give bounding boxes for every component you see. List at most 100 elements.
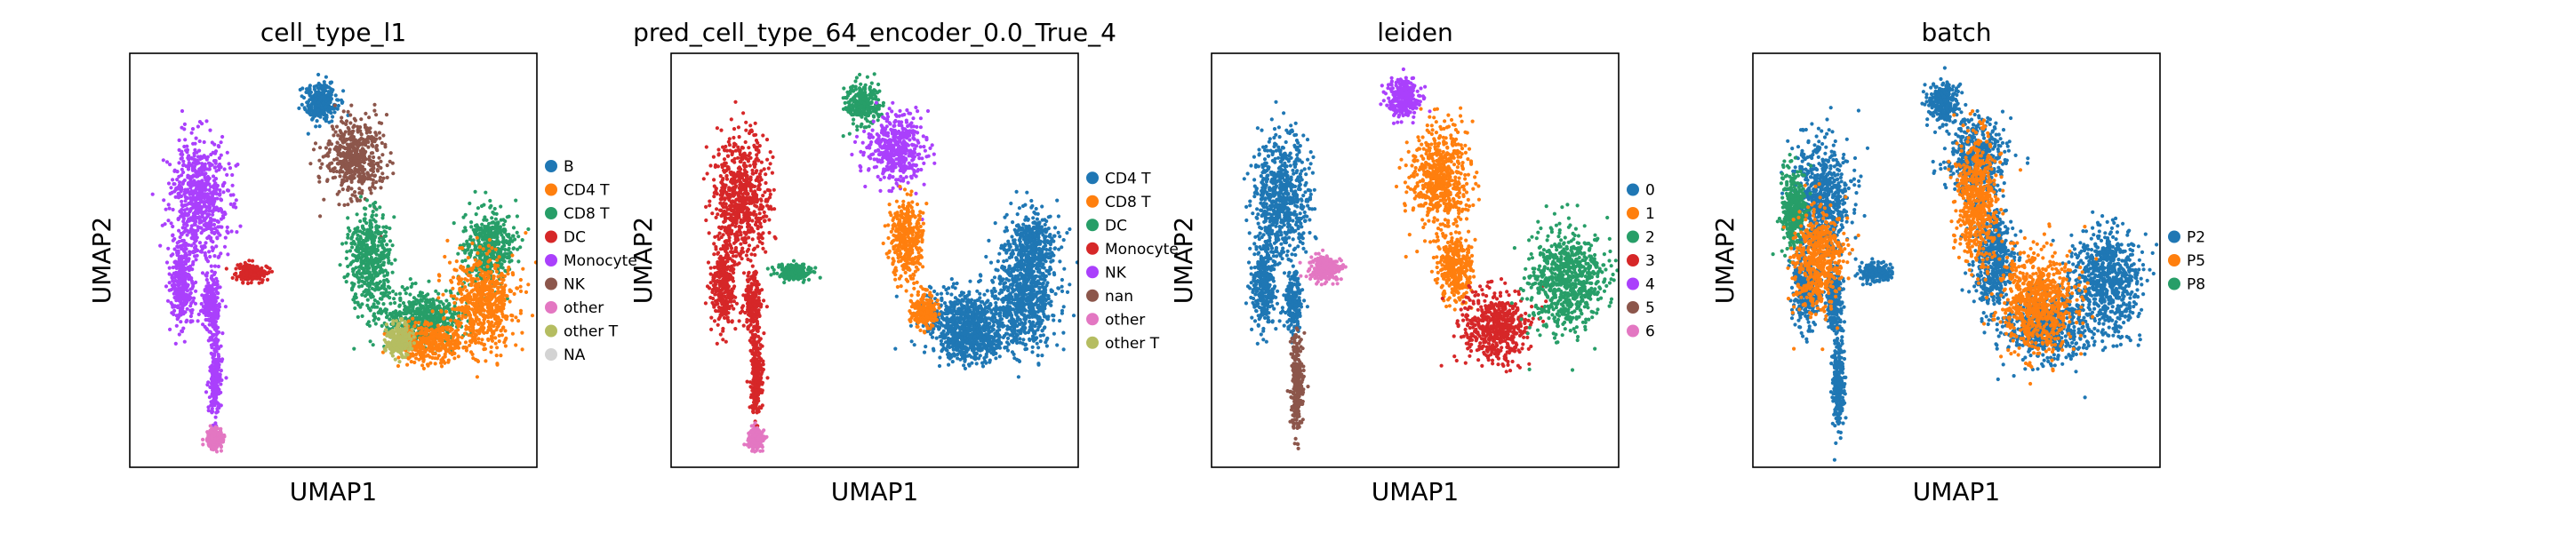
point: [372, 102, 377, 107]
point: [352, 148, 356, 153]
point: [248, 272, 253, 276]
point: [204, 277, 209, 282]
point: [353, 138, 357, 142]
point: [449, 294, 453, 298]
point: [203, 192, 207, 196]
point: [371, 144, 375, 148]
point: [219, 217, 224, 221]
point: [268, 266, 272, 271]
point: [341, 109, 346, 114]
point: [204, 178, 208, 182]
point: [453, 318, 458, 323]
point: [192, 202, 196, 206]
point: [165, 298, 171, 303]
point: [497, 255, 501, 259]
point: [181, 264, 186, 268]
point: [219, 403, 223, 408]
point: [167, 266, 172, 270]
point: [203, 253, 207, 258]
point: [215, 236, 220, 241]
point: [366, 265, 371, 269]
point: [238, 224, 243, 228]
point: [353, 194, 357, 198]
point: [444, 289, 448, 293]
point: [425, 362, 430, 367]
point: [419, 298, 423, 302]
point: [340, 242, 345, 246]
point: [438, 326, 443, 330]
point: [512, 291, 516, 296]
point: [393, 300, 397, 306]
point: [174, 323, 179, 328]
point: [492, 263, 497, 267]
point: [207, 299, 212, 304]
point: [439, 299, 444, 304]
point: [496, 274, 500, 279]
point: [205, 436, 210, 441]
point: [428, 308, 432, 313]
point: [210, 380, 214, 386]
point: [225, 225, 229, 229]
point: [317, 124, 322, 129]
point: [321, 90, 325, 95]
point: [348, 151, 353, 155]
point: [378, 179, 382, 183]
point: [175, 195, 180, 199]
point: [503, 344, 508, 348]
point: [199, 301, 204, 306]
point: [201, 322, 205, 327]
point: [171, 252, 175, 257]
point: [338, 263, 342, 267]
point: [380, 140, 384, 146]
point: [309, 106, 314, 110]
point: [358, 174, 363, 179]
point: [347, 155, 352, 160]
point: [376, 301, 380, 306]
point: [232, 202, 236, 206]
point: [200, 166, 204, 171]
point: [368, 130, 372, 134]
point: [172, 168, 177, 172]
point: [196, 319, 200, 323]
point: [166, 181, 172, 186]
point: [192, 241, 196, 245]
point: [418, 336, 422, 340]
point: [336, 162, 340, 166]
point: [415, 344, 420, 349]
point: [378, 307, 383, 312]
point: [183, 310, 188, 314]
point: [338, 168, 343, 172]
point: [196, 225, 200, 229]
point: [445, 327, 450, 331]
point: [508, 240, 512, 244]
point: [172, 189, 177, 194]
point: [312, 98, 316, 103]
point: [433, 315, 437, 320]
point: [213, 177, 219, 181]
point: [469, 220, 474, 225]
point: [349, 187, 354, 191]
point: [189, 279, 194, 283]
point: [480, 338, 484, 342]
point: [384, 288, 388, 292]
point: [249, 281, 253, 285]
point: [210, 269, 214, 274]
point: [414, 356, 419, 361]
point: [204, 390, 209, 394]
point: [417, 357, 421, 362]
point: [460, 335, 464, 339]
point: [371, 265, 375, 269]
point: [456, 354, 460, 359]
point: [460, 305, 465, 309]
point: [238, 262, 243, 266]
point: [370, 173, 374, 178]
point: [355, 272, 359, 277]
point: [357, 187, 362, 191]
point: [348, 249, 353, 253]
point: [416, 326, 420, 330]
point: [344, 138, 348, 142]
point: [189, 243, 194, 248]
point: [206, 286, 211, 290]
point: [347, 131, 351, 136]
point: [234, 266, 238, 271]
